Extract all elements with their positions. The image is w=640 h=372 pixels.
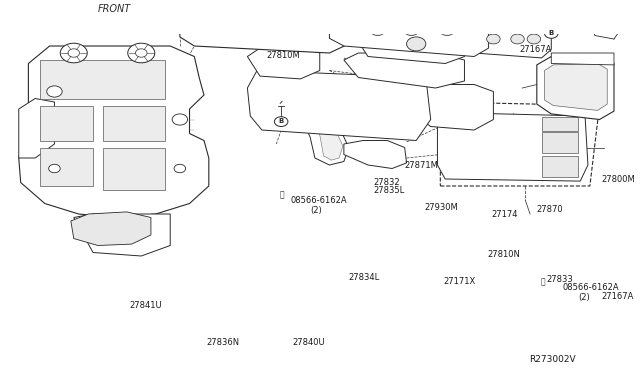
Circle shape <box>128 43 155 63</box>
Bar <box>40 60 165 99</box>
Text: 27841U: 27841U <box>130 301 163 310</box>
Text: 27167A: 27167A <box>520 45 552 54</box>
Polygon shape <box>416 84 493 130</box>
Text: B: B <box>548 30 554 36</box>
Circle shape <box>136 49 147 57</box>
Polygon shape <box>344 53 465 88</box>
Polygon shape <box>74 214 170 256</box>
Polygon shape <box>463 22 551 58</box>
Polygon shape <box>537 55 614 119</box>
Text: 27836N: 27836N <box>207 338 240 347</box>
Polygon shape <box>248 71 431 141</box>
Polygon shape <box>19 99 54 158</box>
Circle shape <box>49 164 60 173</box>
Circle shape <box>440 24 455 35</box>
Polygon shape <box>19 46 209 218</box>
Text: 27167A: 27167A <box>602 292 634 301</box>
Text: B: B <box>278 118 284 124</box>
Bar <box>102 106 165 141</box>
Polygon shape <box>248 46 320 79</box>
Polygon shape <box>592 22 619 39</box>
Bar <box>102 148 165 189</box>
Text: 27871M: 27871M <box>404 161 438 170</box>
Circle shape <box>545 29 558 38</box>
Text: 27810N: 27810N <box>488 250 520 259</box>
Text: 27800M: 27800M <box>602 175 635 184</box>
Text: R273002V: R273002V <box>529 355 576 364</box>
Text: Ⓑ: Ⓑ <box>280 190 284 200</box>
Circle shape <box>404 24 419 35</box>
Polygon shape <box>71 212 151 246</box>
Polygon shape <box>551 53 614 65</box>
Text: 27870: 27870 <box>537 205 563 214</box>
Circle shape <box>174 164 186 173</box>
Polygon shape <box>289 62 343 160</box>
Text: 27835L: 27835L <box>374 186 405 195</box>
Circle shape <box>406 37 426 51</box>
Text: 27833: 27833 <box>547 275 573 283</box>
Polygon shape <box>61 0 94 23</box>
Text: 27171X: 27171X <box>444 278 476 286</box>
Polygon shape <box>545 64 607 110</box>
Circle shape <box>47 86 62 97</box>
Circle shape <box>60 43 87 63</box>
Bar <box>541 117 579 131</box>
Circle shape <box>68 49 79 57</box>
Polygon shape <box>196 0 244 6</box>
Bar <box>541 132 579 153</box>
Text: 27832: 27832 <box>374 178 401 187</box>
Text: (2): (2) <box>310 206 322 215</box>
Polygon shape <box>180 0 349 53</box>
Bar <box>40 148 93 186</box>
Polygon shape <box>353 27 465 64</box>
Circle shape <box>486 34 500 44</box>
Polygon shape <box>438 112 588 181</box>
Text: 08566-6162A: 08566-6162A <box>563 283 620 292</box>
Polygon shape <box>281 0 332 6</box>
Polygon shape <box>344 141 406 169</box>
Text: 27810M: 27810M <box>267 51 300 60</box>
Bar <box>40 106 93 141</box>
Polygon shape <box>276 60 349 165</box>
Circle shape <box>511 34 524 44</box>
Text: (2): (2) <box>579 293 590 302</box>
Text: 27174: 27174 <box>492 210 518 219</box>
Text: 27834L: 27834L <box>349 273 380 282</box>
Bar <box>541 156 579 177</box>
Text: FRONT: FRONT <box>98 4 131 14</box>
Polygon shape <box>144 10 183 32</box>
Circle shape <box>275 117 288 126</box>
Circle shape <box>527 34 541 44</box>
Text: Ⓑ: Ⓑ <box>540 278 545 286</box>
Circle shape <box>370 24 385 35</box>
Text: 27930M: 27930M <box>424 203 458 212</box>
Text: 08566-6162A: 08566-6162A <box>291 196 348 205</box>
Circle shape <box>172 114 188 125</box>
Polygon shape <box>330 2 488 57</box>
Text: 27840U: 27840U <box>292 338 325 347</box>
